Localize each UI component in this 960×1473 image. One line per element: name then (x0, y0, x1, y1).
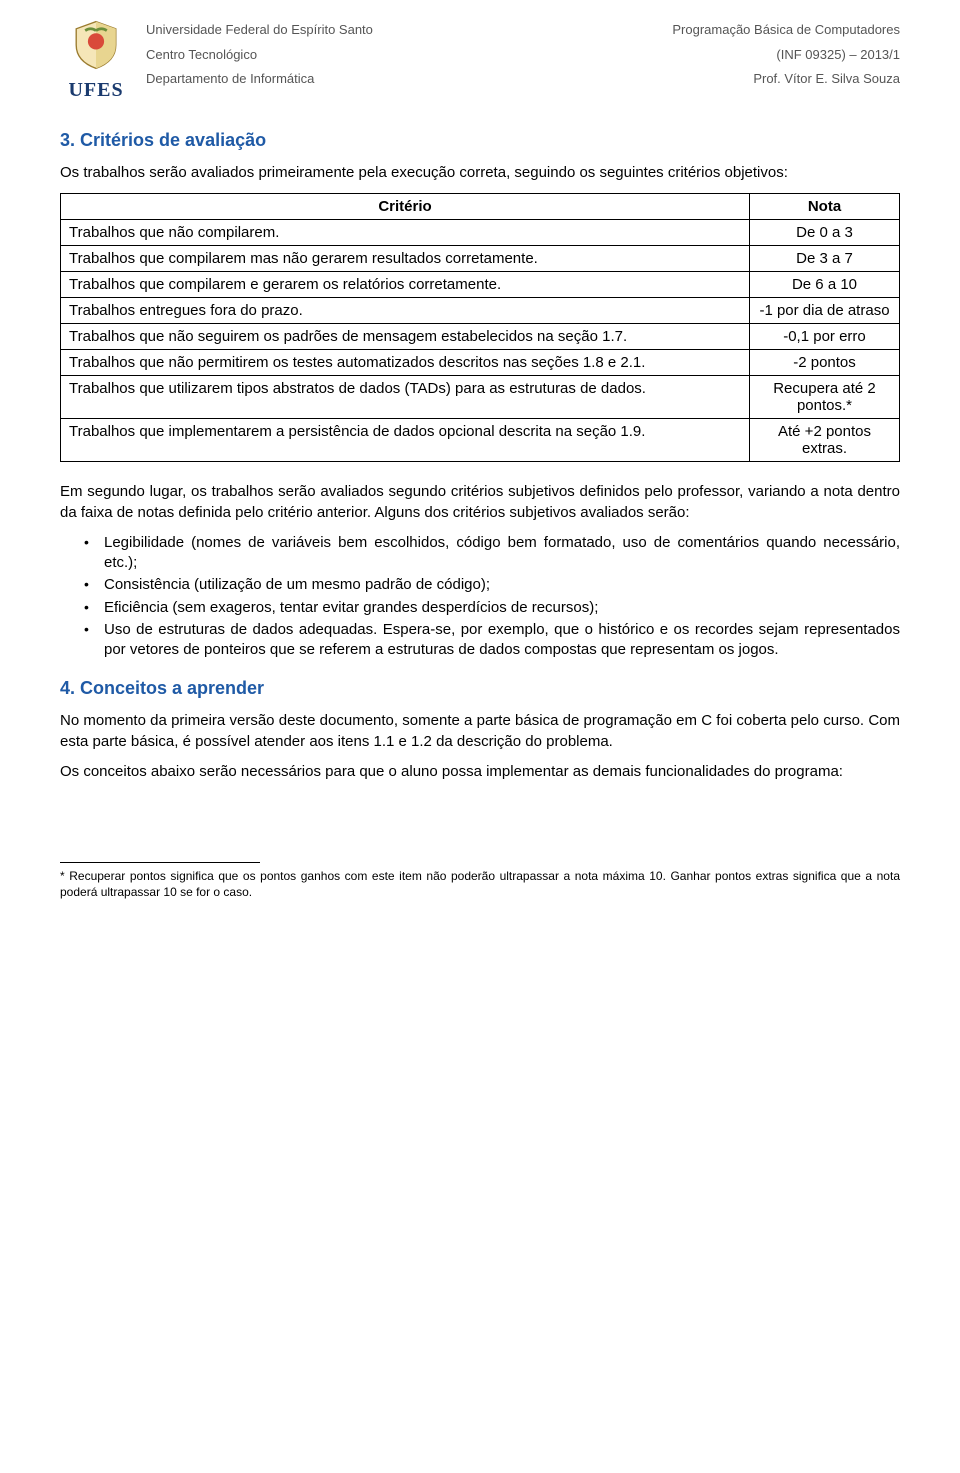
crit-cell: Trabalhos que implementarem a persistênc… (61, 419, 750, 462)
table-row: Trabalhos que não permitirem os testes a… (61, 350, 900, 376)
criteria-table: Critério Nota Trabalhos que não compilar… (60, 193, 900, 462)
nota-cell: De 6 a 10 (750, 272, 900, 298)
crit-cell: Trabalhos que compilarem mas não gerarem… (61, 246, 750, 272)
section3-para2: Em segundo lugar, os trabalhos serão ava… (60, 482, 900, 523)
crit-cell: Trabalhos que não permitirem os testes a… (61, 350, 750, 376)
section4-para1: No momento da primeira versão deste docu… (60, 711, 900, 752)
section3-title: 3. Critérios de avaliação (60, 130, 900, 151)
header-left: Universidade Federal do Espírito Santo C… (146, 18, 576, 92)
section4-para2: Os conceitos abaixo serão necessários pa… (60, 762, 900, 782)
th-criterio: Critério (61, 194, 750, 220)
bullet-list: Legibilidade (nomes de variáveis bem esc… (60, 533, 900, 661)
course-line: Prof. Vítor E. Silva Souza (590, 67, 900, 92)
crit-cell: Trabalhos que utilizarem tipos abstratos… (61, 376, 750, 419)
table-row: Trabalhos que compilarem e gerarem os re… (61, 272, 900, 298)
section4-title: 4. Conceitos a aprender (60, 678, 900, 699)
nota-cell: -0,1 por erro (750, 324, 900, 350)
table-row: Trabalhos que não seguirem os padrões de… (61, 324, 900, 350)
table-header-row: Critério Nota (61, 194, 900, 220)
nota-cell: Até +2 pontos extras. (750, 419, 900, 462)
nota-cell: -2 pontos (750, 350, 900, 376)
section3-intro: Os trabalhos serão avaliados primeiramen… (60, 163, 900, 183)
nota-cell: De 3 a 7 (750, 246, 900, 272)
table-row: Trabalhos que implementarem a persistênc… (61, 419, 900, 462)
logo-block: UFES (60, 18, 132, 102)
bullet-item: Eficiência (sem exageros, tentar evitar … (104, 598, 900, 618)
ufes-shield-icon (69, 18, 123, 72)
nota-cell: De 0 a 3 (750, 220, 900, 246)
logo-text: UFES (60, 79, 132, 102)
crit-cell: Trabalhos que não seguirem os padrões de… (61, 324, 750, 350)
course-line: (INF 09325) – 2013/1 (590, 43, 900, 68)
table-row: Trabalhos que utilizarem tipos abstratos… (61, 376, 900, 419)
crit-cell: Trabalhos que não compilarem. (61, 220, 750, 246)
bullet-item: Legibilidade (nomes de variáveis bem esc… (104, 533, 900, 574)
th-nota: Nota (750, 194, 900, 220)
header-right: Programação Básica de Computadores (INF … (590, 18, 900, 92)
course-line: Programação Básica de Computadores (590, 18, 900, 43)
table-row: Trabalhos que compilarem mas não gerarem… (61, 246, 900, 272)
page-header: UFES Universidade Federal do Espírito Sa… (60, 18, 900, 102)
institution-line: Centro Tecnológico (146, 43, 576, 68)
nota-cell: Recupera até 2 pontos.* (750, 376, 900, 419)
table-row: Trabalhos que não compilarem. De 0 a 3 (61, 220, 900, 246)
bullet-item: Consistência (utilização de um mesmo pad… (104, 575, 900, 595)
table-row: Trabalhos entregues fora do prazo. -1 po… (61, 298, 900, 324)
footnote-separator (60, 862, 260, 863)
nota-cell: -1 por dia de atraso (750, 298, 900, 324)
crit-cell: Trabalhos entregues fora do prazo. (61, 298, 750, 324)
institution-line: Universidade Federal do Espírito Santo (146, 18, 576, 43)
footnote-text: * Recuperar pontos significa que os pont… (60, 869, 900, 900)
crit-cell: Trabalhos que compilarem e gerarem os re… (61, 272, 750, 298)
bullet-item: Uso de estruturas de dados adequadas. Es… (104, 620, 900, 661)
institution-line: Departamento de Informática (146, 67, 576, 92)
